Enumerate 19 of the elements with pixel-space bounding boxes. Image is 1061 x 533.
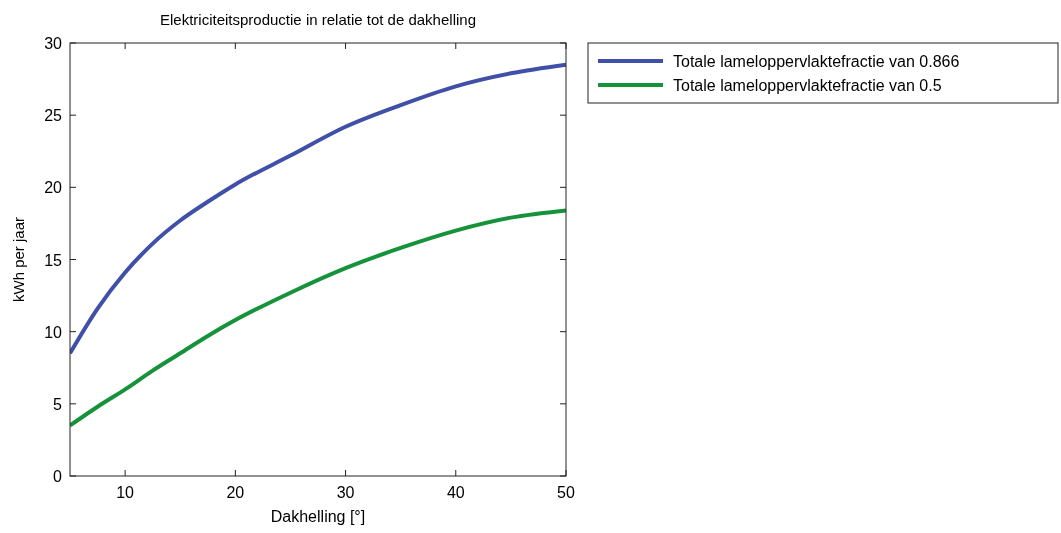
line-series bbox=[70, 208, 566, 428]
y-tick-label: 30 bbox=[44, 35, 63, 52]
x-tick-label: 20 bbox=[226, 484, 245, 501]
y-tick-label: 0 bbox=[53, 468, 63, 485]
y-axis-title: kWh per jaar bbox=[10, 216, 27, 303]
legend-label: Totale lameloppervlaktefractie van 0.866 bbox=[673, 53, 960, 70]
y-tick-label: 10 bbox=[44, 323, 63, 341]
chart-title: Elektriciteitsproductie in relatie tot de dakhelling bbox=[159, 11, 477, 28]
y-tick-label: 25 bbox=[44, 107, 63, 125]
legend-label: Totale lameloppervlaktefractie van 0.5 bbox=[673, 77, 942, 94]
x-axis-title: Dakhelling [°] bbox=[270, 508, 366, 525]
x-tick-label: 10 bbox=[116, 484, 135, 501]
y-tick-label: 5 bbox=[53, 395, 63, 413]
x-tick-label: 40 bbox=[446, 484, 465, 501]
y-tick-label: 20 bbox=[44, 179, 63, 197]
y-tick-label: 15 bbox=[44, 251, 63, 269]
x-tick-label: 50 bbox=[557, 484, 575, 501]
line-series bbox=[70, 62, 566, 356]
x-tick-label: 30 bbox=[336, 484, 355, 501]
